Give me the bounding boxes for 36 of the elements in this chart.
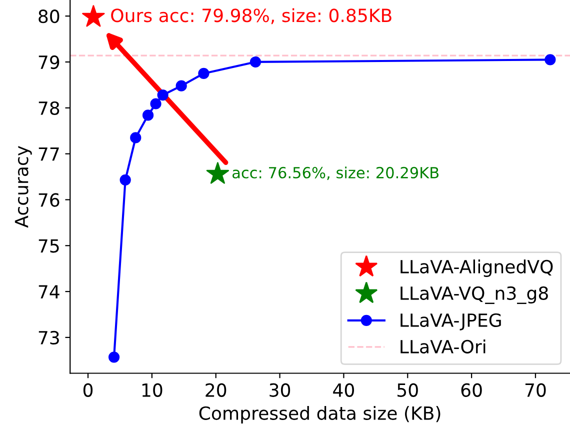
y-tick-label: 76 bbox=[38, 193, 60, 207]
x-tick-label: 40 bbox=[333, 383, 354, 397]
annotation: Ours acc: 79.98%, size: 0.85KB bbox=[111, 8, 392, 24]
legend-label: LLaVA-AlignedVQ bbox=[400, 260, 553, 277]
x-tick-label: 50 bbox=[398, 383, 418, 397]
point bbox=[108, 352, 120, 363]
point bbox=[130, 132, 142, 144]
y-tick-label: 80 bbox=[38, 10, 60, 24]
legend-label: LLaVA-Ori bbox=[400, 340, 486, 354]
point bbox=[206, 162, 230, 184]
y-tick-label: 77 bbox=[38, 147, 59, 161]
point bbox=[142, 110, 154, 121]
y-tick-label: 74 bbox=[38, 285, 60, 298]
y-tick-label: 73 bbox=[38, 330, 59, 345]
y-tick-label: 79 bbox=[38, 55, 60, 70]
x-tick-label: 10 bbox=[142, 383, 162, 397]
annotation: acc: 76.56%, size: 20.29KB bbox=[232, 166, 439, 180]
legend-label: LLaVA-VQ_n3_g8 bbox=[400, 286, 548, 304]
legend-label: LLaVA-JPEG bbox=[400, 313, 501, 330]
x-tick-label: 60 bbox=[461, 383, 482, 397]
x-tick-label: 20 bbox=[206, 383, 226, 397]
point bbox=[198, 68, 210, 80]
x-tick-label: 0 bbox=[83, 383, 93, 397]
y-tick-label: 75 bbox=[38, 239, 59, 253]
point bbox=[176, 80, 187, 92]
point bbox=[544, 54, 556, 66]
point bbox=[157, 89, 168, 101]
x-axis-title: Compressed data size (KB) bbox=[199, 406, 440, 424]
x-tick-label: 30 bbox=[270, 383, 290, 397]
point bbox=[250, 56, 262, 68]
y-tick-label: 78 bbox=[38, 101, 60, 116]
point bbox=[82, 5, 105, 27]
point bbox=[150, 98, 162, 110]
y-axis-title: Accuracy bbox=[14, 146, 32, 228]
point bbox=[120, 174, 131, 186]
x-tick-label: 70 bbox=[525, 383, 546, 397]
